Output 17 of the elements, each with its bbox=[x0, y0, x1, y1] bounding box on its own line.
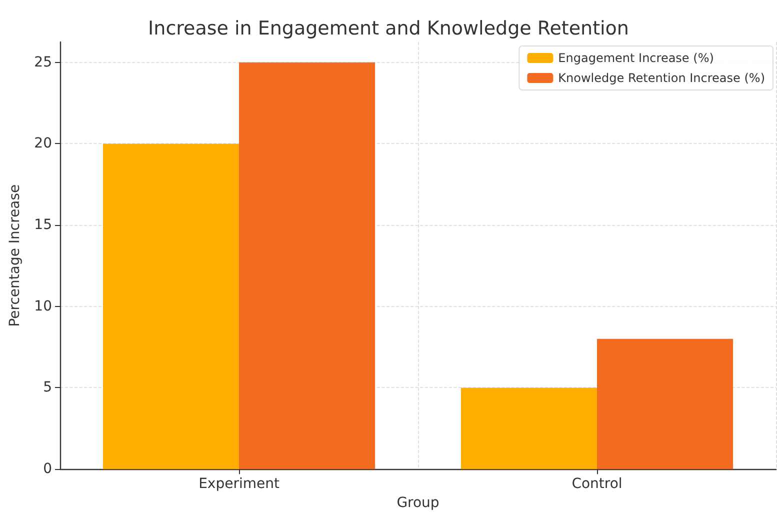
x-tick-label: Experiment bbox=[198, 476, 280, 492]
y-tick-label: 20 bbox=[34, 136, 52, 152]
y-tick-label: 25 bbox=[34, 54, 52, 70]
y-tick-label: 0 bbox=[43, 461, 52, 478]
y-tick-label: 5 bbox=[43, 380, 52, 396]
bar bbox=[239, 62, 376, 470]
y-tick-label: 15 bbox=[34, 217, 52, 234]
bar bbox=[102, 144, 239, 470]
chart-title: Increase in Engagement and Knowledge Retention bbox=[148, 18, 629, 40]
x-axis-title: Group bbox=[396, 495, 440, 511]
y-tick-label: 10 bbox=[34, 298, 52, 314]
y-axis-title: Percentage Increase bbox=[7, 184, 23, 327]
x-tick-label: Control bbox=[572, 476, 622, 492]
legend-label: Engagement Increase (%) bbox=[558, 51, 714, 65]
bar bbox=[597, 338, 734, 470]
legend-label: Knowledge Retention Increase (%) bbox=[558, 71, 766, 85]
bar bbox=[460, 388, 597, 470]
